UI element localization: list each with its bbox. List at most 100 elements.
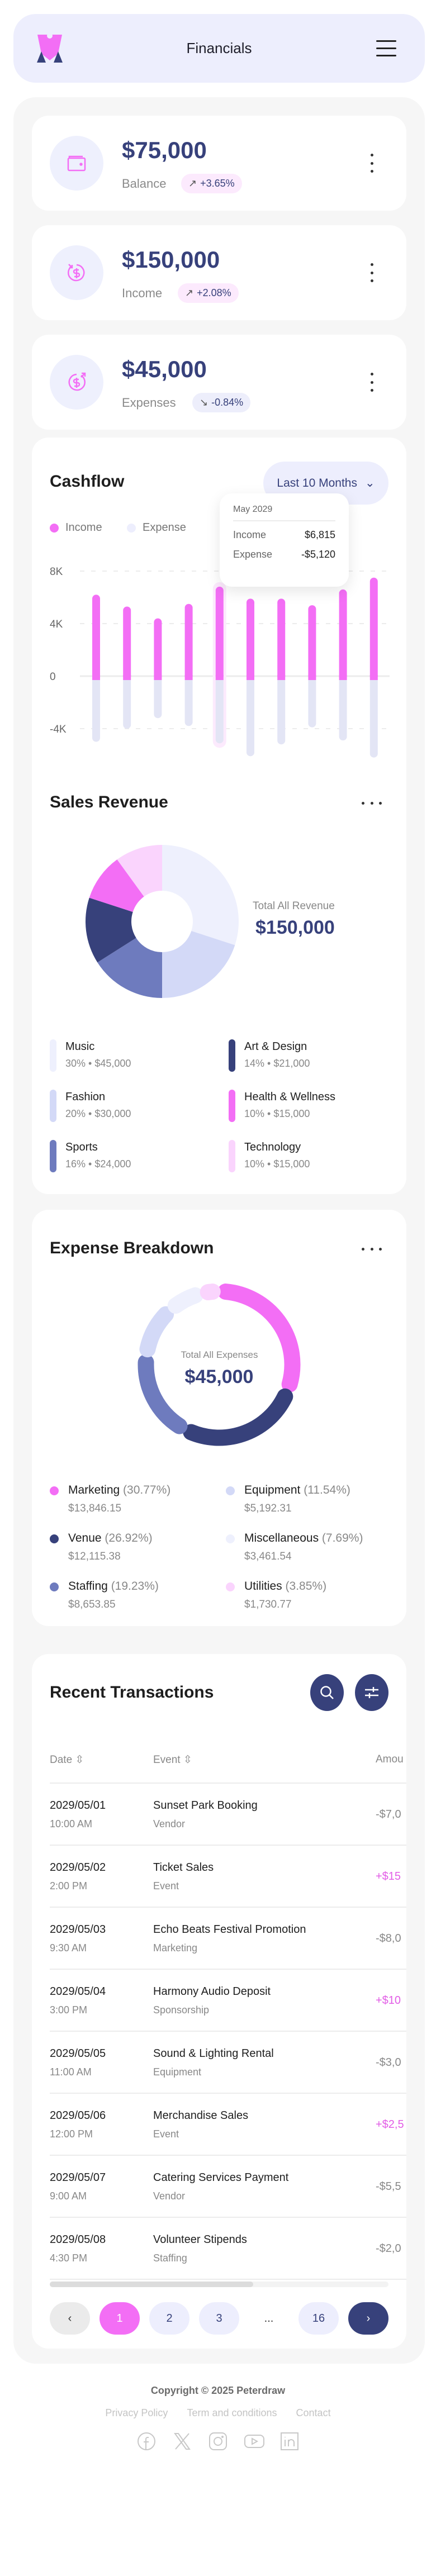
income-bar-base [184, 675, 193, 680]
income-bar[interactable] [154, 618, 162, 680]
donut-segment-miscellaneous[interactable] [167, 1287, 203, 1314]
table-row[interactable]: 2029/05/06 12:00 PM Merchandise Sales Event… [50, 2094, 406, 2156]
legend-percent: (30.77%) [123, 1484, 171, 1496]
income-bar[interactable] [308, 605, 316, 680]
contact-link[interactable]: Contact [296, 2407, 331, 2418]
donut-segment-marketing[interactable] [217, 1284, 301, 1392]
income-bar[interactable] [184, 603, 193, 680]
pie-slice-technology[interactable] [117, 845, 162, 897]
table-row[interactable]: 2029/05/03 9:30 AM Echo Beats Festival Pro… [50, 1908, 406, 1970]
sort-date[interactable]: Date ⇳ [50, 1753, 84, 1766]
expense-bar[interactable] [247, 676, 254, 757]
legend-name: Art & Design [244, 1040, 307, 1053]
pie-slice-sports[interactable] [97, 938, 162, 998]
income-bar[interactable] [92, 595, 100, 680]
donut-segment-staffing[interactable] [138, 1354, 188, 1434]
row-date: 2029/05/05 [50, 2047, 106, 2060]
legend-percent: (19.23%) [111, 1580, 159, 1593]
change-value: -0.84% [211, 397, 244, 408]
legend-percent: (11.54%) [304, 1484, 350, 1496]
filter-icon [365, 1687, 378, 1698]
change-value: +2.08% [197, 287, 231, 298]
search-button[interactable] [310, 1674, 344, 1711]
row-category: Equipment [153, 2066, 202, 2078]
legend-detail: 14% • $21,000 [244, 1058, 310, 1069]
filter-button[interactable] [355, 1674, 388, 1711]
table-row[interactable]: 2029/05/02 2:00 PM Ticket Sales Event +$15 [50, 1846, 406, 1908]
expense-total-label: Total All Expenses [181, 1349, 258, 1360]
horizontal-scrollbar[interactable] [50, 2282, 388, 2287]
income-bar[interactable] [277, 598, 286, 680]
page-3-button[interactable]: 3 [199, 2302, 239, 2335]
row-category: Staffing [153, 2252, 187, 2264]
privacy-link[interactable]: Privacy Policy [105, 2407, 168, 2418]
prev-page-button[interactable]: ‹ [50, 2302, 90, 2335]
expense-bar[interactable] [154, 676, 162, 719]
legend-detail: 30% • $45,000 [65, 1058, 131, 1069]
income-more-button[interactable] [367, 263, 376, 282]
row-event: Echo Beats Festival Promotion [153, 1923, 306, 1936]
row-amount: -$7,0 [376, 1808, 401, 1821]
row-date: 2029/05/08 [50, 2233, 106, 2246]
x-icon[interactable] [173, 2432, 192, 2451]
row-date: 2029/05/02 [50, 1861, 106, 1874]
table-row[interactable]: 2029/05/08 4:30 PM Volunteer Stipends Staff… [50, 2218, 406, 2280]
table-row[interactable]: 2029/05/01 10:00 AM Sunset Park Booking Ven… [50, 1784, 406, 1846]
donut-segment-venue[interactable] [183, 1388, 293, 1446]
income-bar[interactable] [369, 577, 378, 680]
legend-name: Miscellaneous [244, 1532, 319, 1544]
terms-link[interactable]: Term and conditions [187, 2407, 277, 2418]
legend-value: $5,192.31 [244, 1503, 292, 1514]
menu-button[interactable] [376, 40, 396, 57]
expense-bar[interactable] [277, 676, 286, 745]
pie-slice-art-design[interactable] [86, 897, 136, 963]
next-page-button[interactable]: › [348, 2302, 388, 2335]
linkedin-icon[interactable] [280, 2432, 299, 2451]
table-header: Date ⇳ Event ⇳ Amou [50, 1738, 406, 1784]
expense-legend-item: Venue (26.92%) $12,115.38 [50, 1532, 217, 1571]
table-row[interactable]: 2029/05/05 11:00 AM Sound & Lighting Renta… [50, 2032, 406, 2094]
expense-bar[interactable] [215, 676, 224, 744]
expenses-more-button[interactable] [367, 373, 376, 392]
table-row[interactable]: 2029/05/07 9:00 AM Catering Services Payme… [50, 2156, 406, 2218]
expense-bar[interactable] [339, 676, 347, 741]
expense-legend-item: Miscellaneous (7.69%) $3,461.54 [226, 1532, 394, 1571]
sales-pie-chart [86, 845, 239, 998]
expense-more-button[interactable] [362, 1246, 382, 1252]
sort-icon: ⇳ [75, 1754, 84, 1766]
sort-event[interactable]: Event ⇳ [153, 1753, 192, 1766]
expense-bar[interactable] [369, 676, 378, 758]
income-bar[interactable] [339, 589, 347, 680]
instagram-icon[interactable] [208, 2432, 228, 2451]
expense-bar[interactable] [123, 676, 131, 729]
pie-slice-music[interactable] [162, 845, 239, 945]
legend-percent: (3.85%) [285, 1580, 327, 1593]
transactions-title: Recent Transactions [50, 1683, 214, 1702]
legend-dot [226, 1534, 235, 1543]
facebook-icon[interactable] [137, 2432, 156, 2451]
legend-name: Equipment [244, 1484, 301, 1496]
chevron-left-icon: ‹ [68, 2312, 72, 2325]
income-label: Income [122, 286, 163, 300]
donut-segment-equipment[interactable] [139, 1306, 174, 1358]
page-2-button[interactable]: 2 [149, 2302, 189, 2335]
pie-slice-fashion[interactable] [162, 930, 235, 998]
income-bar[interactable] [215, 586, 224, 680]
pie-slice-health-wellness[interactable] [89, 859, 144, 912]
trend-up-icon: ↗ [188, 178, 197, 189]
income-bar[interactable] [123, 606, 131, 680]
legend-swatch [229, 1090, 235, 1122]
page-16-button[interactable]: 16 [298, 2302, 339, 2335]
expense-bar[interactable] [308, 676, 316, 728]
scrollbar-thumb[interactable] [50, 2282, 253, 2287]
expense-bar[interactable] [92, 676, 100, 742]
balance-value: $75,000 [122, 137, 207, 163]
income-bar[interactable] [247, 598, 254, 680]
expense-bar[interactable] [184, 676, 193, 726]
y-tick-label: -4K [50, 724, 67, 735]
sales-more-button[interactable] [362, 800, 382, 806]
page-1-button[interactable]: 1 [99, 2302, 140, 2335]
table-row[interactable]: 2029/05/04 3:00 PM Harmony Audio Deposit Sp… [50, 1970, 406, 2032]
balance-more-button[interactable] [367, 154, 376, 173]
youtube-icon[interactable] [244, 2432, 264, 2451]
